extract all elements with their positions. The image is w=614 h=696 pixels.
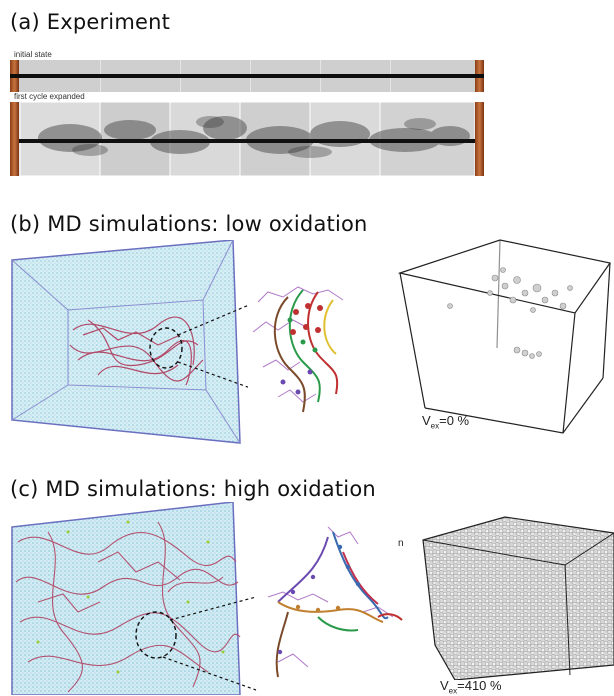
high-oxidation-bubble-box	[422, 516, 614, 680]
expanded-state-photo	[10, 102, 484, 176]
vex-low-value: =0 %	[439, 413, 470, 428]
fiber-wire	[10, 74, 484, 78]
panel-c-title: (c) MD simulations: high oxidation	[10, 477, 376, 501]
vex-high-label: Vex=410 %	[440, 678, 502, 696]
low-oxidation-sheet-zoom	[252, 286, 344, 413]
vex-high-subscript: ex	[448, 686, 458, 696]
vex-high-value: =410 %	[457, 678, 502, 693]
vex-high-symbol: V	[440, 678, 449, 693]
first-cycle-label: first cycle expanded	[14, 92, 85, 101]
low-oxidation-bubble-box	[397, 239, 612, 434]
copper-electrode-right-2	[475, 102, 484, 176]
panel-b-title: (b) MD simulations: low oxidation	[10, 212, 368, 236]
high-oxidation-simulation-box	[11, 502, 257, 695]
vex-low-label: Vex=0 %	[422, 413, 469, 431]
high-oxidation-sheet-zoom	[267, 526, 403, 678]
initial-state-label: initial state	[14, 50, 52, 59]
initial-state-photo	[10, 60, 484, 92]
low-oxidation-simulation-box	[11, 240, 248, 444]
vex-low-subscript: ex	[430, 421, 440, 431]
panel-a-title: (a) Experiment	[10, 10, 171, 34]
expanded-fiber-drawing	[10, 102, 484, 176]
corner-mark: n	[398, 538, 404, 549]
vex-low-symbol: V	[422, 413, 431, 428]
copper-electrode-left-2	[10, 102, 19, 176]
